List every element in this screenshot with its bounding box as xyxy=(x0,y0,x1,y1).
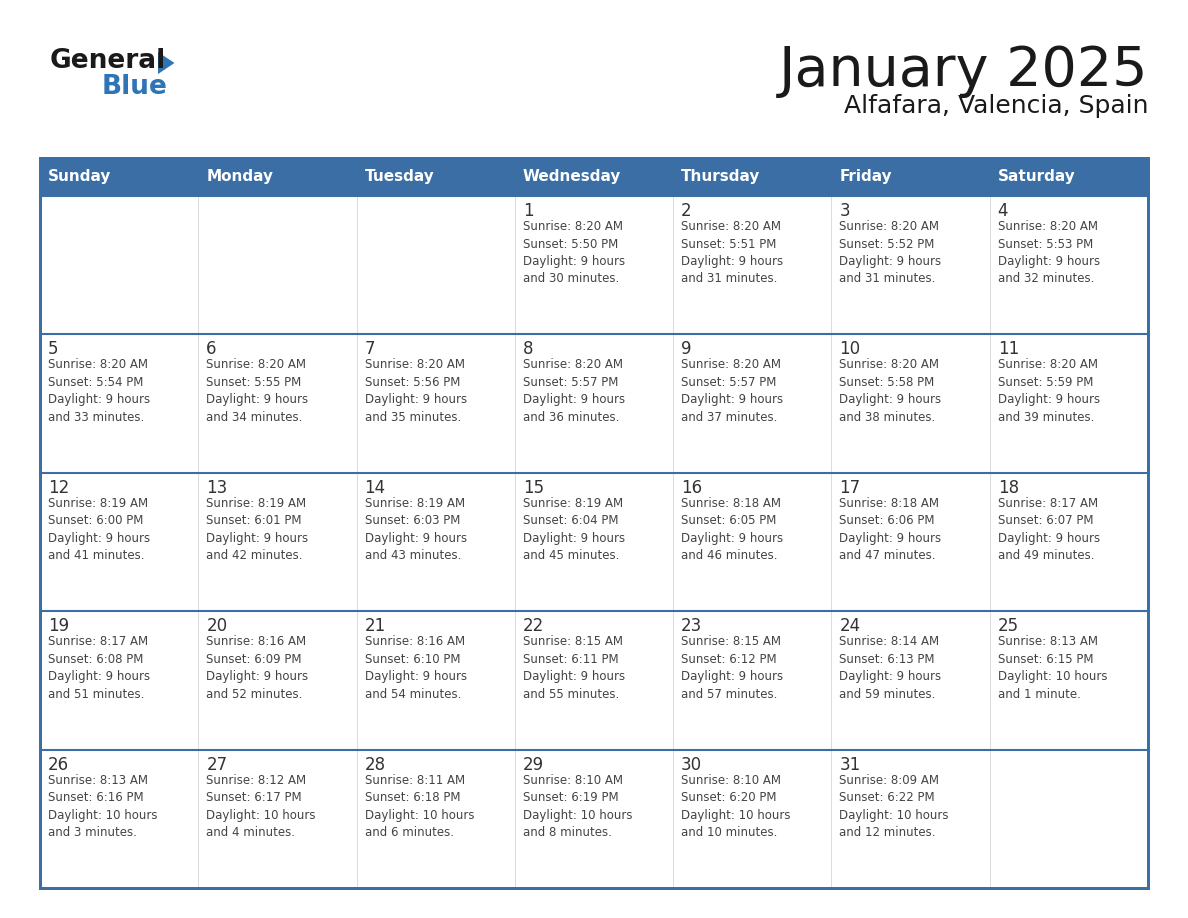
Text: 15: 15 xyxy=(523,479,544,497)
Text: Thursday: Thursday xyxy=(681,170,760,185)
Text: Sunrise: 8:16 AM
Sunset: 6:10 PM
Daylight: 9 hours
and 54 minutes.: Sunrise: 8:16 AM Sunset: 6:10 PM Dayligh… xyxy=(365,635,467,700)
Text: Sunrise: 8:09 AM
Sunset: 6:22 PM
Daylight: 10 hours
and 12 minutes.: Sunrise: 8:09 AM Sunset: 6:22 PM Dayligh… xyxy=(840,774,949,839)
Text: 18: 18 xyxy=(998,479,1019,497)
Text: 27: 27 xyxy=(207,756,227,774)
Text: Alfafara, Valencia, Spain: Alfafara, Valencia, Spain xyxy=(843,94,1148,118)
Text: Sunrise: 8:20 AM
Sunset: 5:56 PM
Daylight: 9 hours
and 35 minutes.: Sunrise: 8:20 AM Sunset: 5:56 PM Dayligh… xyxy=(365,358,467,424)
Text: 23: 23 xyxy=(681,617,702,635)
Text: 29: 29 xyxy=(523,756,544,774)
Text: 7: 7 xyxy=(365,341,375,358)
Bar xyxy=(40,158,1148,888)
Text: 22: 22 xyxy=(523,617,544,635)
Text: Sunrise: 8:13 AM
Sunset: 6:15 PM
Daylight: 10 hours
and 1 minute.: Sunrise: 8:13 AM Sunset: 6:15 PM Dayligh… xyxy=(998,635,1107,700)
Text: 3: 3 xyxy=(840,202,851,220)
Text: 8: 8 xyxy=(523,341,533,358)
Text: 16: 16 xyxy=(681,479,702,497)
Text: Sunrise: 8:20 AM
Sunset: 5:57 PM
Daylight: 9 hours
and 36 minutes.: Sunrise: 8:20 AM Sunset: 5:57 PM Dayligh… xyxy=(523,358,625,424)
Text: 28: 28 xyxy=(365,756,386,774)
Text: Sunrise: 8:20 AM
Sunset: 5:50 PM
Daylight: 9 hours
and 30 minutes.: Sunrise: 8:20 AM Sunset: 5:50 PM Dayligh… xyxy=(523,220,625,285)
Text: January 2025: January 2025 xyxy=(778,44,1148,98)
Text: Sunrise: 8:17 AM
Sunset: 6:07 PM
Daylight: 9 hours
and 49 minutes.: Sunrise: 8:17 AM Sunset: 6:07 PM Dayligh… xyxy=(998,497,1100,563)
Text: Friday: Friday xyxy=(840,170,892,185)
Text: Sunday: Sunday xyxy=(48,170,112,185)
Text: Sunrise: 8:11 AM
Sunset: 6:18 PM
Daylight: 10 hours
and 6 minutes.: Sunrise: 8:11 AM Sunset: 6:18 PM Dayligh… xyxy=(365,774,474,839)
Text: 30: 30 xyxy=(681,756,702,774)
Bar xyxy=(198,158,356,196)
Text: Sunrise: 8:13 AM
Sunset: 6:16 PM
Daylight: 10 hours
and 3 minutes.: Sunrise: 8:13 AM Sunset: 6:16 PM Dayligh… xyxy=(48,774,158,839)
Bar xyxy=(674,158,832,196)
Text: Sunrise: 8:19 AM
Sunset: 6:03 PM
Daylight: 9 hours
and 43 minutes.: Sunrise: 8:19 AM Sunset: 6:03 PM Dayligh… xyxy=(365,497,467,563)
Bar xyxy=(40,158,198,196)
Text: 5: 5 xyxy=(48,341,58,358)
Bar xyxy=(990,158,1148,196)
Text: Blue: Blue xyxy=(102,74,168,100)
Text: 4: 4 xyxy=(998,202,1009,220)
Text: Sunrise: 8:20 AM
Sunset: 5:57 PM
Daylight: 9 hours
and 37 minutes.: Sunrise: 8:20 AM Sunset: 5:57 PM Dayligh… xyxy=(681,358,783,424)
Text: 24: 24 xyxy=(840,617,860,635)
Text: Sunrise: 8:18 AM
Sunset: 6:06 PM
Daylight: 9 hours
and 47 minutes.: Sunrise: 8:18 AM Sunset: 6:06 PM Dayligh… xyxy=(840,497,942,563)
Text: 17: 17 xyxy=(840,479,860,497)
Text: Sunrise: 8:20 AM
Sunset: 5:53 PM
Daylight: 9 hours
and 32 minutes.: Sunrise: 8:20 AM Sunset: 5:53 PM Dayligh… xyxy=(998,220,1100,285)
Bar xyxy=(40,196,1148,334)
Text: 2: 2 xyxy=(681,202,691,220)
Text: 10: 10 xyxy=(840,341,860,358)
Bar xyxy=(40,473,1148,611)
Text: 26: 26 xyxy=(48,756,69,774)
Text: 14: 14 xyxy=(365,479,386,497)
Bar xyxy=(356,158,514,196)
Text: Sunrise: 8:15 AM
Sunset: 6:12 PM
Daylight: 9 hours
and 57 minutes.: Sunrise: 8:15 AM Sunset: 6:12 PM Dayligh… xyxy=(681,635,783,700)
Text: Sunrise: 8:20 AM
Sunset: 5:54 PM
Daylight: 9 hours
and 33 minutes.: Sunrise: 8:20 AM Sunset: 5:54 PM Dayligh… xyxy=(48,358,150,424)
Text: Sunrise: 8:10 AM
Sunset: 6:19 PM
Daylight: 10 hours
and 8 minutes.: Sunrise: 8:10 AM Sunset: 6:19 PM Dayligh… xyxy=(523,774,632,839)
Text: General: General xyxy=(50,48,166,74)
Text: Sunrise: 8:15 AM
Sunset: 6:11 PM
Daylight: 9 hours
and 55 minutes.: Sunrise: 8:15 AM Sunset: 6:11 PM Dayligh… xyxy=(523,635,625,700)
Text: 25: 25 xyxy=(998,617,1019,635)
Text: Monday: Monday xyxy=(207,170,273,185)
Bar xyxy=(832,158,990,196)
Text: Sunrise: 8:20 AM
Sunset: 5:55 PM
Daylight: 9 hours
and 34 minutes.: Sunrise: 8:20 AM Sunset: 5:55 PM Dayligh… xyxy=(207,358,309,424)
Text: Sunrise: 8:20 AM
Sunset: 5:52 PM
Daylight: 9 hours
and 31 minutes.: Sunrise: 8:20 AM Sunset: 5:52 PM Dayligh… xyxy=(840,220,942,285)
Text: 6: 6 xyxy=(207,341,216,358)
Text: 9: 9 xyxy=(681,341,691,358)
Text: Tuesday: Tuesday xyxy=(365,170,435,185)
Text: Sunrise: 8:10 AM
Sunset: 6:20 PM
Daylight: 10 hours
and 10 minutes.: Sunrise: 8:10 AM Sunset: 6:20 PM Dayligh… xyxy=(681,774,791,839)
Text: 19: 19 xyxy=(48,617,69,635)
Text: 1: 1 xyxy=(523,202,533,220)
Text: Sunrise: 8:14 AM
Sunset: 6:13 PM
Daylight: 9 hours
and 59 minutes.: Sunrise: 8:14 AM Sunset: 6:13 PM Dayligh… xyxy=(840,635,942,700)
Text: 11: 11 xyxy=(998,341,1019,358)
Text: Sunrise: 8:19 AM
Sunset: 6:01 PM
Daylight: 9 hours
and 42 minutes.: Sunrise: 8:19 AM Sunset: 6:01 PM Dayligh… xyxy=(207,497,309,563)
Polygon shape xyxy=(158,52,175,74)
Bar xyxy=(514,158,674,196)
Text: Wednesday: Wednesday xyxy=(523,170,621,185)
Text: 21: 21 xyxy=(365,617,386,635)
Bar xyxy=(40,750,1148,888)
Text: 13: 13 xyxy=(207,479,228,497)
Text: Sunrise: 8:18 AM
Sunset: 6:05 PM
Daylight: 9 hours
and 46 minutes.: Sunrise: 8:18 AM Sunset: 6:05 PM Dayligh… xyxy=(681,497,783,563)
Text: 12: 12 xyxy=(48,479,69,497)
Text: Sunrise: 8:19 AM
Sunset: 6:00 PM
Daylight: 9 hours
and 41 minutes.: Sunrise: 8:19 AM Sunset: 6:00 PM Dayligh… xyxy=(48,497,150,563)
Text: Saturday: Saturday xyxy=(998,170,1075,185)
Text: Sunrise: 8:20 AM
Sunset: 5:59 PM
Daylight: 9 hours
and 39 minutes.: Sunrise: 8:20 AM Sunset: 5:59 PM Dayligh… xyxy=(998,358,1100,424)
Bar xyxy=(40,334,1148,473)
Text: Sunrise: 8:20 AM
Sunset: 5:58 PM
Daylight: 9 hours
and 38 minutes.: Sunrise: 8:20 AM Sunset: 5:58 PM Dayligh… xyxy=(840,358,942,424)
Text: 31: 31 xyxy=(840,756,860,774)
Text: 20: 20 xyxy=(207,617,227,635)
Text: Sunrise: 8:17 AM
Sunset: 6:08 PM
Daylight: 9 hours
and 51 minutes.: Sunrise: 8:17 AM Sunset: 6:08 PM Dayligh… xyxy=(48,635,150,700)
Text: Sunrise: 8:19 AM
Sunset: 6:04 PM
Daylight: 9 hours
and 45 minutes.: Sunrise: 8:19 AM Sunset: 6:04 PM Dayligh… xyxy=(523,497,625,563)
Text: Sunrise: 8:16 AM
Sunset: 6:09 PM
Daylight: 9 hours
and 52 minutes.: Sunrise: 8:16 AM Sunset: 6:09 PM Dayligh… xyxy=(207,635,309,700)
Bar xyxy=(40,611,1148,750)
Text: Sunrise: 8:20 AM
Sunset: 5:51 PM
Daylight: 9 hours
and 31 minutes.: Sunrise: 8:20 AM Sunset: 5:51 PM Dayligh… xyxy=(681,220,783,285)
Text: Sunrise: 8:12 AM
Sunset: 6:17 PM
Daylight: 10 hours
and 4 minutes.: Sunrise: 8:12 AM Sunset: 6:17 PM Dayligh… xyxy=(207,774,316,839)
